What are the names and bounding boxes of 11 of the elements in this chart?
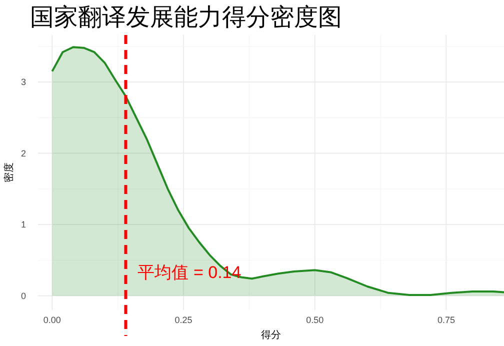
y-tick-label: 3 — [20, 77, 26, 88]
chart-title: 国家翻译发展能力得分密度图 — [30, 3, 342, 31]
y-tick-label: 0 — [20, 290, 26, 301]
x-axis-title: 得分 — [261, 329, 281, 341]
y-axis-title: 密度 — [3, 162, 15, 182]
x-tick-label: 0.75 — [437, 315, 455, 325]
x-tick-label: 0.50 — [306, 315, 324, 325]
x-tick-label: 0.00 — [43, 315, 61, 325]
y-tick-label: 2 — [20, 148, 26, 158]
y-tick-label: 1 — [20, 220, 26, 230]
x-tick-label: 0.25 — [174, 315, 192, 325]
